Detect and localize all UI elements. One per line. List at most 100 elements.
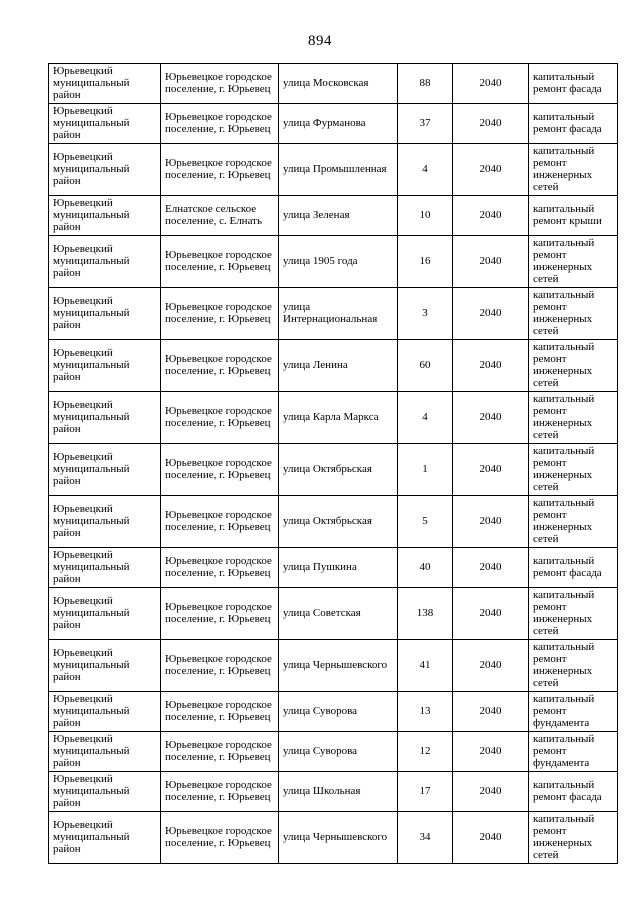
cell-street: улица Карла Маркса — [278, 391, 398, 444]
table-row: Юрьевецкий муниципальный район Юрьевецкое… — [48, 691, 618, 732]
cell-settlement: Юрьевецкое городское поселение, г. Юрьев… — [160, 731, 279, 772]
cell-house-number: 37 — [397, 103, 453, 144]
cell-work-type: капитальный ремонт фасада — [528, 547, 618, 588]
cell-house-number: 16 — [397, 235, 453, 288]
cell-street: улица Московская — [278, 63, 398, 104]
cell-work-type: капитальный ремонт фундамента — [528, 691, 618, 732]
cell-house-number: 10 — [397, 195, 453, 236]
cell-district: Юрьевецкий муниципальный район — [48, 639, 161, 692]
cell-district: Юрьевецкий муниципальный район — [48, 103, 161, 144]
cell-district: Юрьевецкий муниципальный район — [48, 443, 161, 496]
cell-district: Юрьевецкий муниципальный район — [48, 547, 161, 588]
cell-district: Юрьевецкий муниципальный район — [48, 339, 161, 392]
cell-house-number: 1 — [397, 443, 453, 496]
page-number: 894 — [308, 33, 332, 49]
cell-year: 2040 — [452, 339, 529, 392]
cell-district: Юрьевецкий муниципальный район — [48, 143, 161, 196]
cell-year: 2040 — [452, 443, 529, 496]
table-row: Юрьевецкий муниципальный район Юрьевецкое… — [48, 771, 618, 812]
cell-year: 2040 — [452, 639, 529, 692]
cell-settlement: Юрьевецкое городское поселение, г. Юрьев… — [160, 811, 279, 864]
cell-street: улица Чернышевского — [278, 811, 398, 864]
cell-street: улица Фурманова — [278, 103, 398, 144]
cell-house-number: 3 — [397, 287, 453, 340]
cell-year: 2040 — [452, 63, 529, 104]
cell-settlement: Юрьевецкое городское поселение, г. Юрьев… — [160, 235, 279, 288]
table-row: Юрьевецкий муниципальный район Юрьевецкое… — [48, 287, 618, 340]
cell-work-type: капитальный ремонт инженерных сетей — [528, 391, 618, 444]
cell-work-type: капитальный ремонт фасада — [528, 771, 618, 812]
cell-house-number: 60 — [397, 339, 453, 392]
table-row: Юрьевецкий муниципальный район Юрьевецкое… — [48, 587, 618, 640]
cell-district: Юрьевецкий муниципальный район — [48, 391, 161, 444]
cell-settlement: Юрьевецкое городское поселение, г. Юрьев… — [160, 63, 279, 104]
cell-street: улица Суворова — [278, 731, 398, 772]
cell-street: улица Ленина — [278, 339, 398, 392]
cell-street: улица Октябрьская — [278, 495, 398, 548]
cell-house-number: 4 — [397, 391, 453, 444]
cell-settlement: Юрьевецкое городское поселение, г. Юрьев… — [160, 547, 279, 588]
cell-year: 2040 — [452, 195, 529, 236]
cell-street: улица 1905 года — [278, 235, 398, 288]
cell-district: Юрьевецкий муниципальный район — [48, 495, 161, 548]
cell-house-number: 88 — [397, 63, 453, 104]
table-row: Юрьевецкий муниципальный район Юрьевецкое… — [48, 339, 618, 392]
cell-work-type: капитальный ремонт инженерных сетей — [528, 811, 618, 864]
cell-district: Юрьевецкий муниципальный район — [48, 691, 161, 732]
cell-street: улица Октябрьская — [278, 443, 398, 496]
table-row: Юрьевецкий муниципальный район Елнатское … — [48, 195, 618, 236]
cell-year: 2040 — [452, 495, 529, 548]
cell-house-number: 17 — [397, 771, 453, 812]
cell-year: 2040 — [452, 103, 529, 144]
cell-year: 2040 — [452, 235, 529, 288]
cell-settlement: Юрьевецкое городское поселение, г. Юрьев… — [160, 495, 279, 548]
cell-settlement: Юрьевецкое городское поселение, г. Юрьев… — [160, 587, 279, 640]
cell-house-number: 138 — [397, 587, 453, 640]
table-row: Юрьевецкий муниципальный район Юрьевецкое… — [48, 811, 618, 864]
table-row: Юрьевецкий муниципальный район Юрьевецкое… — [48, 63, 618, 104]
cell-work-type: капитальный ремонт фундамента — [528, 731, 618, 772]
cell-work-type: капитальный ремонт инженерных сетей — [528, 495, 618, 548]
table-row: Юрьевецкий муниципальный район Юрьевецкое… — [48, 143, 618, 196]
cell-street: улица Суворова — [278, 691, 398, 732]
cell-work-type: капитальный ремонт инженерных сетей — [528, 443, 618, 496]
cell-street: улица Чернышевского — [278, 639, 398, 692]
cell-district: Юрьевецкий муниципальный район — [48, 587, 161, 640]
cell-year: 2040 — [452, 811, 529, 864]
cell-settlement: Юрьевецкое городское поселение, г. Юрьев… — [160, 691, 279, 732]
cell-house-number: 12 — [397, 731, 453, 772]
cell-work-type: капитальный ремонт фасада — [528, 63, 618, 104]
cell-district: Юрьевецкий муниципальный район — [48, 731, 161, 772]
cell-house-number: 13 — [397, 691, 453, 732]
cell-settlement: Юрьевецкое городское поселение, г. Юрьев… — [160, 339, 279, 392]
cell-settlement: Юрьевецкое городское поселение, г. Юрьев… — [160, 391, 279, 444]
cell-street: улица Зеленая — [278, 195, 398, 236]
cell-house-number: 40 — [397, 547, 453, 588]
cell-year: 2040 — [452, 287, 529, 340]
repair-table-body: Юрьевецкий муниципальный район Юрьевецкое… — [48, 63, 618, 864]
cell-year: 2040 — [452, 391, 529, 444]
table-row: Юрьевецкий муниципальный район Юрьевецкое… — [48, 103, 618, 144]
cell-work-type: капитальный ремонт инженерных сетей — [528, 339, 618, 392]
cell-district: Юрьевецкий муниципальный район — [48, 287, 161, 340]
cell-house-number: 41 — [397, 639, 453, 692]
cell-settlement: Юрьевецкое городское поселение, г. Юрьев… — [160, 771, 279, 812]
table-row: Юрьевецкий муниципальный район Юрьевецкое… — [48, 443, 618, 496]
cell-year: 2040 — [452, 547, 529, 588]
cell-house-number: 34 — [397, 811, 453, 864]
table-row: Юрьевецкий муниципальный район Юрьевецкое… — [48, 731, 618, 772]
cell-year: 2040 — [452, 771, 529, 812]
cell-street: улица Пушкина — [278, 547, 398, 588]
cell-settlement: Юрьевецкое городское поселение, г. Юрьев… — [160, 287, 279, 340]
table-row: Юрьевецкий муниципальный район Юрьевецкое… — [48, 495, 618, 548]
cell-year: 2040 — [452, 587, 529, 640]
table-row: Юрьевецкий муниципальный район Юрьевецкое… — [48, 235, 618, 288]
cell-district: Юрьевецкий муниципальный район — [48, 235, 161, 288]
cell-street: улица Промышленная — [278, 143, 398, 196]
cell-street: улица Советская — [278, 587, 398, 640]
cell-district: Юрьевецкий муниципальный район — [48, 811, 161, 864]
table-row: Юрьевецкий муниципальный район Юрьевецкое… — [48, 391, 618, 444]
cell-year: 2040 — [452, 731, 529, 772]
cell-street: улица Интернациональная — [278, 287, 398, 340]
